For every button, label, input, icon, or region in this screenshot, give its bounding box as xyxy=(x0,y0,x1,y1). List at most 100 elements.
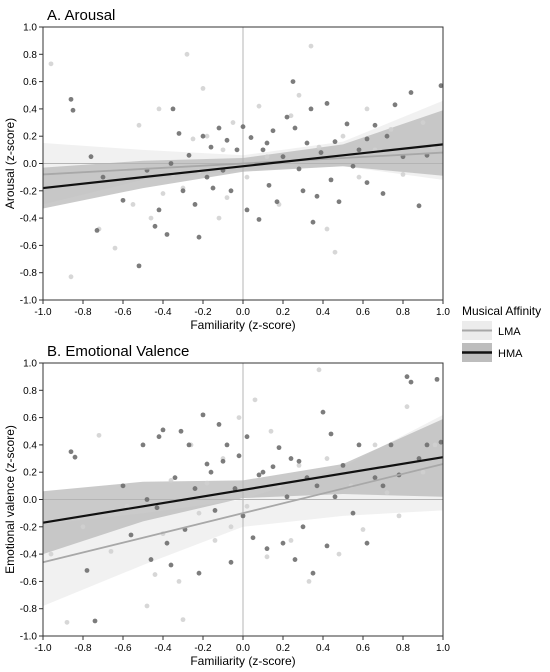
x-axis-label: Familiarity (z-score) xyxy=(190,654,295,668)
point-lma xyxy=(336,551,342,557)
point-hma xyxy=(270,464,276,470)
point-hma xyxy=(340,462,346,468)
point-hma xyxy=(304,140,310,146)
point-hma xyxy=(136,263,142,269)
legend-title: Musical Affinity xyxy=(462,304,541,318)
point-hma xyxy=(288,456,294,461)
point-hma xyxy=(256,472,262,478)
point-lma xyxy=(332,249,338,255)
y-tick-label: 0.2 xyxy=(23,132,37,143)
point-hma xyxy=(408,379,414,385)
point-hma xyxy=(220,458,226,464)
point-hma xyxy=(168,161,174,166)
point-hma xyxy=(364,136,370,142)
x-axis-label: Familiarity (z-score) xyxy=(190,318,295,332)
point-hma xyxy=(292,125,298,131)
x-tick-label: 0.4 xyxy=(316,643,330,654)
point-hma xyxy=(300,188,306,194)
chart-title: B. Emotional Valence xyxy=(47,343,189,360)
y-axis-label: Arousal (z-score) xyxy=(3,118,17,209)
point-lma xyxy=(268,428,274,434)
point-lma xyxy=(228,524,234,530)
point-lma xyxy=(190,136,196,142)
point-lma xyxy=(252,397,258,403)
point-hma xyxy=(70,107,76,113)
point-lma xyxy=(124,503,130,509)
x-tick-label: -0.2 xyxy=(194,307,212,318)
point-hma xyxy=(380,191,386,196)
point-hma xyxy=(264,140,270,146)
point-hma xyxy=(384,133,390,139)
x-tick-label: 0.2 xyxy=(276,643,290,654)
point-hma xyxy=(438,83,444,89)
x-tick-label: -0.2 xyxy=(194,643,212,654)
point-hma xyxy=(216,422,222,427)
point-hma xyxy=(280,540,286,546)
point-hma xyxy=(364,180,370,186)
point-lma xyxy=(308,43,314,49)
x-tick-label: 0.0 xyxy=(236,643,250,654)
point-hma xyxy=(336,199,342,205)
point-hma xyxy=(438,439,444,445)
y-tick-label: 0.6 xyxy=(23,77,37,88)
point-hma xyxy=(250,535,256,541)
point-hma xyxy=(270,128,276,134)
point-hma xyxy=(296,166,302,172)
y-tick-label: 0.8 xyxy=(23,50,37,61)
point-lma xyxy=(356,174,362,180)
point-lma xyxy=(80,524,86,530)
point-lma xyxy=(68,274,74,280)
point-lma xyxy=(296,462,302,468)
x-tick-label: 0.6 xyxy=(356,643,370,654)
point-hma xyxy=(310,219,316,225)
point-hma xyxy=(228,559,234,565)
point-hma xyxy=(372,122,378,128)
legend: Musical Affinity LMA HMA xyxy=(462,304,541,362)
point-lma xyxy=(296,92,302,98)
point-lma xyxy=(404,404,410,410)
x-tick-label: 0.4 xyxy=(316,307,330,318)
point-lma xyxy=(324,226,330,232)
point-lma xyxy=(216,215,222,221)
y-tick-label: 0.4 xyxy=(23,104,37,115)
point-hma xyxy=(284,114,290,120)
point-lma xyxy=(204,480,210,486)
point-hma xyxy=(350,510,356,516)
point-hma xyxy=(356,147,362,153)
point-hma xyxy=(292,557,298,562)
fit-line-lma xyxy=(42,463,444,564)
point-hma xyxy=(128,532,134,538)
point-hma xyxy=(164,232,170,237)
point-lma xyxy=(212,538,218,543)
point-lma xyxy=(420,469,426,475)
point-hma xyxy=(320,409,326,415)
point-hma xyxy=(280,154,286,160)
point-hma xyxy=(274,199,280,205)
point-hma xyxy=(310,570,316,576)
y-tick-label: 0.8 xyxy=(23,386,37,397)
point-hma xyxy=(356,442,362,448)
point-lma xyxy=(160,191,166,196)
point-hma xyxy=(232,486,238,491)
point-lma xyxy=(288,538,294,543)
y-tick-label: -1.0 xyxy=(20,632,38,643)
point-lma xyxy=(184,51,190,57)
y-tick-label: -0.8 xyxy=(20,604,38,615)
point-lma xyxy=(112,245,118,251)
point-lma xyxy=(204,133,210,139)
point-hma xyxy=(240,513,246,519)
point-hma xyxy=(260,147,266,153)
x-tick-label: 1.0 xyxy=(436,643,450,654)
point-hma xyxy=(416,203,422,209)
point-hma xyxy=(176,131,182,136)
point-hma xyxy=(140,442,146,448)
point-lma xyxy=(372,442,378,448)
point-lma xyxy=(196,510,202,516)
point-lma xyxy=(324,456,330,461)
point-hma xyxy=(388,442,394,448)
point-hma xyxy=(408,90,414,95)
y-tick-label: 0.0 xyxy=(23,159,37,170)
point-hma xyxy=(156,434,162,440)
point-hma xyxy=(148,557,154,562)
